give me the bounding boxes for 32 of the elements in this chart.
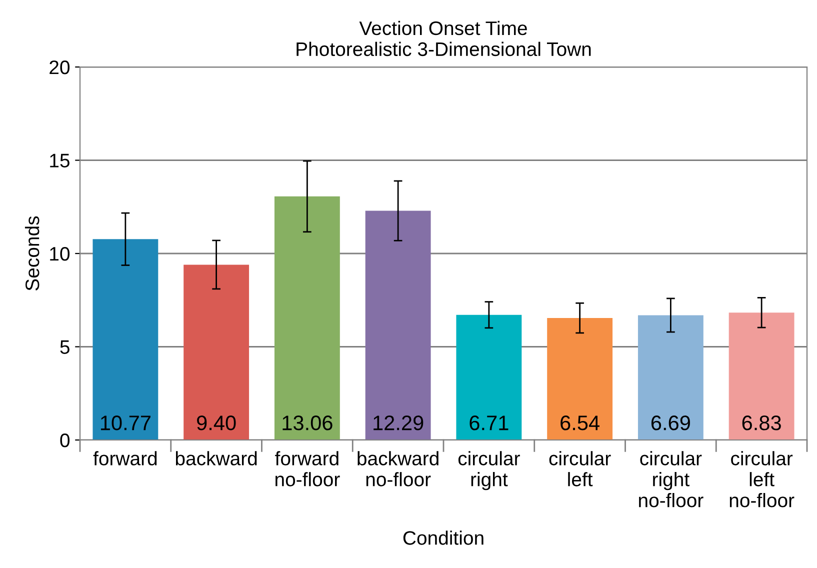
data-label: 6.71	[470, 416, 508, 430]
data-label: 9.40	[197, 416, 236, 430]
y-tick-label: 0	[60, 433, 70, 448]
bar	[365, 210, 431, 440]
x-tick-label: forward no-floor	[275, 451, 340, 486]
x-tick-label: backward no-floor	[358, 451, 438, 486]
bar	[728, 312, 794, 440]
bar	[274, 196, 340, 440]
x-tick-label: forward	[93, 451, 157, 466]
x-axis-title: Condition	[403, 530, 484, 545]
x-tick-label: circular left no-floor	[730, 451, 794, 508]
y-tick-label: 10	[50, 246, 70, 261]
y-tick-label: 5	[60, 340, 70, 354]
x-tick-label: circular right no-floor	[639, 451, 704, 508]
data-label: 6.54	[560, 416, 600, 430]
x-tick-label: backward	[176, 451, 257, 466]
y-axis-title: Seconds	[24, 216, 40, 290]
bar	[92, 239, 158, 440]
bar	[547, 318, 613, 440]
data-label: 6.69	[651, 416, 690, 430]
data-label: 13.06	[282, 416, 332, 430]
data-label: 6.83	[742, 416, 781, 430]
bar	[184, 264, 250, 440]
y-tick-label: 20	[50, 60, 70, 74]
chart-title: Vection Onset Time Photorealistic 3-Dimensional Town	[296, 20, 591, 56]
bar	[456, 314, 522, 440]
x-tick-label: circular left	[549, 451, 611, 486]
data-label: 12.29	[374, 416, 424, 430]
x-tick-label: circular right	[458, 451, 520, 490]
y-tick-label: 15	[50, 154, 70, 168]
bar	[638, 315, 704, 440]
data-label: 10.77	[100, 416, 150, 430]
